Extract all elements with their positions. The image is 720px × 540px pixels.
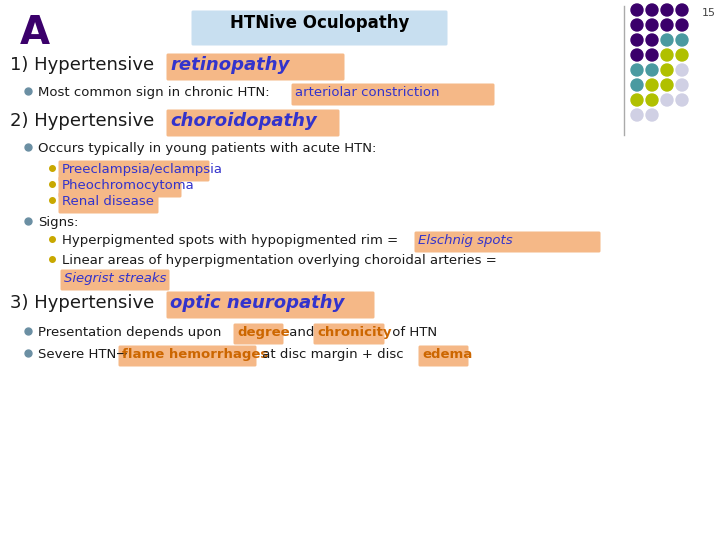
Text: and: and	[285, 326, 319, 339]
Text: degree: degree	[237, 326, 289, 339]
Circle shape	[676, 4, 688, 16]
Text: Most common sign in chronic HTN:: Most common sign in chronic HTN:	[38, 86, 274, 99]
Text: at disc margin + disc: at disc margin + disc	[258, 348, 408, 361]
FancyBboxPatch shape	[415, 232, 600, 253]
Text: Elschnig spots: Elschnig spots	[418, 234, 513, 247]
Text: flame hemorrhages: flame hemorrhages	[122, 348, 269, 361]
FancyBboxPatch shape	[418, 346, 469, 367]
FancyBboxPatch shape	[292, 84, 495, 105]
Text: of HTN: of HTN	[388, 326, 437, 339]
Circle shape	[631, 4, 643, 16]
Text: Preeclampsia/eclampsia: Preeclampsia/eclampsia	[62, 163, 223, 176]
Text: retinopathy: retinopathy	[170, 56, 289, 74]
Text: Occurs typically in young patients with acute HTN:: Occurs typically in young patients with …	[38, 142, 377, 155]
Circle shape	[646, 34, 658, 46]
Circle shape	[661, 64, 673, 76]
Circle shape	[631, 64, 643, 76]
Circle shape	[676, 64, 688, 76]
Text: Presentation depends upon: Presentation depends upon	[38, 326, 225, 339]
Circle shape	[676, 49, 688, 61]
Circle shape	[646, 19, 658, 31]
FancyBboxPatch shape	[119, 346, 256, 367]
FancyBboxPatch shape	[313, 323, 384, 345]
FancyBboxPatch shape	[58, 160, 210, 181]
Text: Renal disease: Renal disease	[62, 195, 154, 208]
Text: edema: edema	[422, 348, 472, 361]
Circle shape	[646, 64, 658, 76]
Circle shape	[676, 34, 688, 46]
FancyBboxPatch shape	[166, 53, 344, 80]
Text: HTNive Oculopathy: HTNive Oculopathy	[230, 14, 410, 32]
Circle shape	[646, 109, 658, 121]
Circle shape	[631, 19, 643, 31]
Text: Siegrist streaks: Siegrist streaks	[64, 272, 166, 285]
Circle shape	[631, 109, 643, 121]
Text: Severe HTN→: Severe HTN→	[38, 348, 132, 361]
Circle shape	[646, 4, 658, 16]
FancyBboxPatch shape	[166, 292, 374, 319]
FancyBboxPatch shape	[58, 192, 158, 213]
Text: A: A	[20, 14, 50, 52]
Text: 3) Hypertensive: 3) Hypertensive	[10, 294, 160, 312]
FancyBboxPatch shape	[60, 269, 169, 291]
Circle shape	[676, 94, 688, 106]
Circle shape	[676, 19, 688, 31]
Circle shape	[661, 34, 673, 46]
Circle shape	[676, 79, 688, 91]
Circle shape	[661, 49, 673, 61]
FancyBboxPatch shape	[58, 177, 181, 198]
Text: optic neuropathy: optic neuropathy	[170, 294, 344, 312]
Circle shape	[631, 34, 643, 46]
Circle shape	[646, 94, 658, 106]
Circle shape	[631, 49, 643, 61]
Text: chronicity: chronicity	[317, 326, 392, 339]
Text: Linear areas of hyperpigmentation overlying choroidal arteries =: Linear areas of hyperpigmentation overly…	[62, 254, 497, 267]
FancyBboxPatch shape	[166, 110, 340, 137]
Circle shape	[661, 19, 673, 31]
Text: 15: 15	[702, 8, 716, 18]
Text: Pheochromocytoma: Pheochromocytoma	[62, 179, 194, 192]
FancyBboxPatch shape	[192, 10, 448, 45]
Circle shape	[646, 79, 658, 91]
Circle shape	[646, 49, 658, 61]
Circle shape	[661, 94, 673, 106]
Text: 2) Hypertensive: 2) Hypertensive	[10, 112, 160, 130]
Text: arteriolar constriction: arteriolar constriction	[295, 86, 439, 99]
Circle shape	[631, 79, 643, 91]
Text: Hyperpigmented spots with hypopigmented rim =: Hyperpigmented spots with hypopigmented …	[62, 234, 402, 247]
Text: choroidopathy: choroidopathy	[170, 112, 317, 130]
Text: 1) Hypertensive: 1) Hypertensive	[10, 56, 160, 74]
Text: Signs:: Signs:	[38, 216, 78, 229]
Circle shape	[661, 79, 673, 91]
Circle shape	[631, 94, 643, 106]
Circle shape	[661, 4, 673, 16]
FancyBboxPatch shape	[233, 323, 284, 345]
